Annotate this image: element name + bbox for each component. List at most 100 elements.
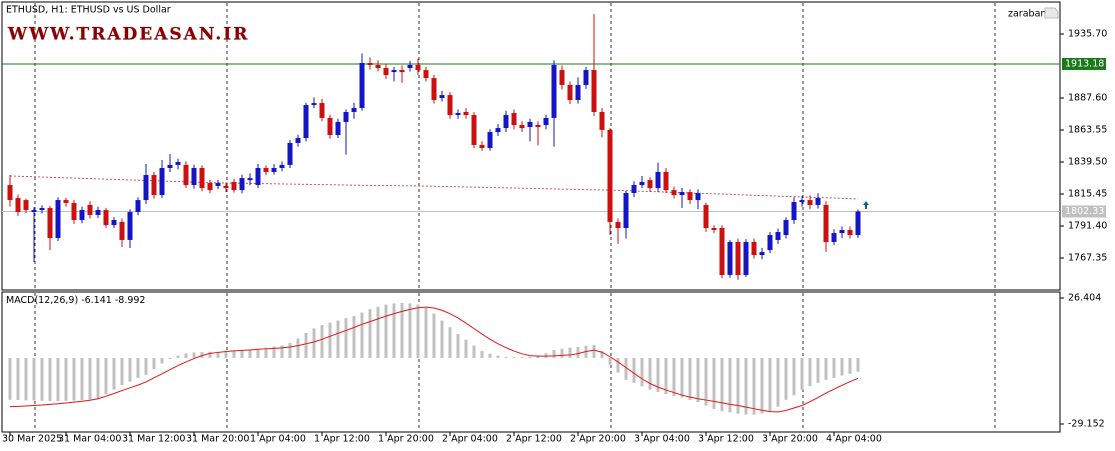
candle-body [823, 204, 829, 242]
candle-body [159, 167, 165, 195]
account-icon [1044, 7, 1059, 19]
macd-bar [448, 327, 452, 358]
candle-body [567, 84, 573, 100]
x-tick-label: 1 Apr 20:00 [378, 434, 434, 445]
macd-bar [576, 346, 580, 358]
macd-bar [608, 357, 612, 365]
macd-bar [200, 351, 204, 358]
candle-body [631, 185, 637, 194]
macd-bar [616, 357, 620, 373]
y-tick-label: 1935.70 [1068, 29, 1107, 40]
macd-bar [384, 304, 388, 358]
macd-bar [784, 357, 788, 400]
candle-body [527, 121, 533, 128]
macd-bar [680, 357, 684, 398]
x-tick-label: 4 Apr 04:00 [826, 434, 882, 445]
candle-body [311, 103, 317, 106]
candle-body [759, 252, 765, 256]
candle-body [767, 235, 773, 251]
macd-bar [152, 357, 156, 370]
macd-bar [360, 312, 364, 358]
macd-bar [728, 357, 732, 413]
macd-bar [768, 357, 772, 412]
x-tick-label: 3 Apr 12:00 [698, 434, 754, 445]
watermark: WWW.TRADEASAN.IR [7, 25, 249, 45]
macd-bar [816, 357, 820, 383]
macd-bar [512, 357, 516, 358]
macd-bar [592, 344, 596, 358]
candle-body [735, 241, 741, 275]
candle-body [479, 144, 485, 149]
macd-bar [744, 357, 748, 415]
macd-bar [288, 342, 292, 358]
candle-body [503, 115, 509, 129]
macd-bar [128, 357, 132, 382]
macd-bar [40, 357, 44, 401]
candle-body [167, 164, 173, 168]
y-tick-label: 26.404 [1068, 293, 1101, 304]
macd-bar [600, 351, 604, 358]
macd-value: -6.141 [81, 295, 112, 306]
candle-body [391, 70, 397, 73]
macd-bar [176, 355, 180, 358]
x-tick-label: 2 Apr 04:00 [442, 434, 498, 445]
macd-bar [696, 357, 700, 403]
candle-body [271, 167, 277, 172]
candle-body [791, 202, 797, 221]
candle-body [23, 200, 29, 211]
candle-body [47, 208, 53, 238]
candle-body [687, 192, 693, 201]
candle-body [743, 241, 749, 275]
candle-body [263, 167, 269, 172]
x-tick-label: 31 Mar 04:00 [58, 434, 121, 445]
macd-bar [344, 318, 348, 358]
macd-bar [520, 357, 524, 358]
macd-bar [432, 313, 436, 358]
macd-bar [192, 352, 196, 358]
candle-body [247, 178, 253, 181]
level-label-bg [1062, 57, 1106, 70]
candle-body [815, 198, 821, 205]
macd-bar [648, 357, 652, 390]
candle-body [695, 193, 701, 201]
y-tick-label: 1863.55 [1068, 125, 1107, 136]
macd-bar [32, 357, 36, 401]
macd-bar [736, 357, 740, 414]
macd-bar [80, 357, 84, 401]
macd-bar [720, 357, 724, 412]
candle-body [847, 229, 853, 236]
macd-bar [248, 349, 252, 358]
macd-bar [840, 357, 844, 376]
candle-body [119, 222, 125, 240]
candle-body [351, 107, 357, 112]
macd-bar [472, 345, 476, 358]
candle-body [175, 162, 181, 165]
candle-body [215, 183, 221, 186]
x-tick-label: 1 Apr 04:00 [250, 434, 306, 445]
candle-body [511, 113, 517, 126]
macd-bar [528, 356, 532, 358]
macd-bar [72, 357, 76, 401]
macd-bar [712, 357, 716, 409]
macd-bar [776, 357, 780, 407]
candle-body [103, 210, 109, 226]
x-tick-label: 31 Mar 12:00 [122, 434, 185, 445]
y-tick-label: 1839.50 [1068, 157, 1107, 168]
last-trade-arrow [863, 201, 869, 209]
candle-body [671, 190, 677, 195]
macd-bar [24, 357, 28, 401]
candle-body [623, 193, 629, 228]
macd-bar [224, 351, 228, 358]
x-tick-label: 31 Mar 20:00 [186, 434, 249, 445]
candle-body [487, 132, 493, 149]
macd-bar [336, 320, 340, 358]
candle-body [335, 121, 341, 135]
macd-bar [504, 356, 508, 358]
candle-body [807, 200, 813, 205]
candle-body [607, 129, 613, 223]
macd-bar [800, 357, 804, 390]
account-name: zaraban [1008, 9, 1046, 20]
macd-bar [64, 357, 68, 401]
candle-body [231, 181, 237, 191]
macd-bar [264, 347, 268, 358]
